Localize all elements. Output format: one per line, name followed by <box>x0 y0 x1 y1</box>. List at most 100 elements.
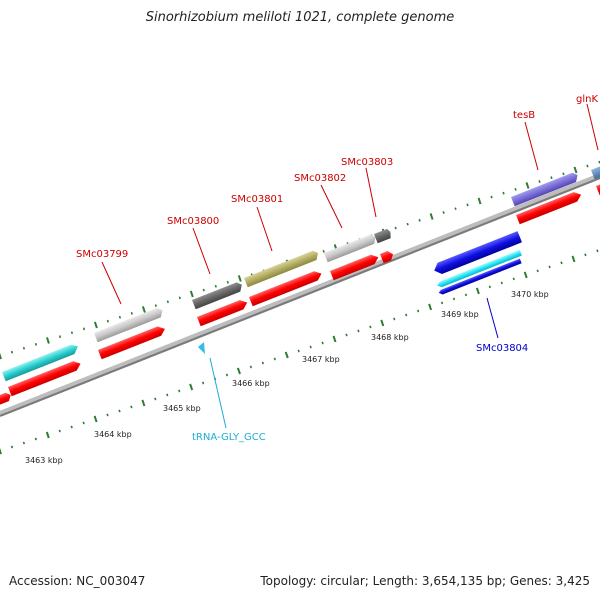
gene-feature-purple[interactable] <box>511 171 580 207</box>
gene-feature-blue-lower[interactable] <box>438 258 522 296</box>
major-tick <box>477 197 482 205</box>
minor-tick <box>596 249 599 253</box>
minor-tick <box>214 284 217 288</box>
major-tick <box>380 319 385 327</box>
minor-tick <box>166 393 169 397</box>
minor-tick <box>225 373 229 377</box>
tick-track-lower <box>0 249 599 455</box>
kbp-tick-label: 3466 kbp <box>232 379 270 388</box>
major-tick <box>46 337 50 344</box>
minor-tick <box>440 301 444 305</box>
minor-tick <box>178 296 181 300</box>
minor-tick <box>393 317 396 321</box>
major-tick <box>429 213 434 220</box>
kbp-tick-label: 3470 kbp <box>511 290 549 299</box>
cds-feature[interactable] <box>249 269 323 307</box>
minor-tick <box>586 164 589 168</box>
major-tick <box>0 352 2 360</box>
minor-tick <box>512 277 515 281</box>
minor-tick <box>22 346 26 350</box>
gene-feature-grey[interactable] <box>94 306 165 343</box>
minor-tick <box>405 313 408 317</box>
kbp-tick-label: 3464 kbp <box>94 430 132 439</box>
minor-tick <box>178 389 181 393</box>
cds-feature[interactable] <box>98 324 167 360</box>
minor-tick <box>584 253 587 257</box>
gene-feature-darkgrey[interactable] <box>374 228 393 244</box>
cds-feature[interactable] <box>596 178 600 196</box>
minor-tick <box>58 429 61 433</box>
minor-tick <box>22 441 26 445</box>
gene-feature-sky[interactable] <box>436 249 522 289</box>
minor-tick <box>154 397 157 401</box>
minor-tick <box>10 350 14 354</box>
major-tick <box>284 351 289 359</box>
minor-tick <box>538 180 541 183</box>
minor-tick <box>82 327 86 331</box>
minor-tick <box>394 226 397 230</box>
minor-tick <box>514 187 517 191</box>
minor-tick <box>70 425 73 429</box>
minor-tick <box>369 325 372 329</box>
gene-feature-blue[interactable] <box>432 231 522 276</box>
gene-feature-cyan[interactable] <box>2 343 80 382</box>
major-tick <box>93 321 98 329</box>
minor-tick <box>406 222 409 226</box>
major-tick <box>237 275 242 282</box>
gene-feature-olive[interactable] <box>244 249 320 288</box>
gene-label: glnK <box>576 94 598 105</box>
trna-feature[interactable] <box>198 342 205 354</box>
minor-tick <box>106 413 109 417</box>
major-tick <box>141 306 146 313</box>
gene-feature-steel[interactable] <box>591 162 600 180</box>
major-tick <box>189 290 194 298</box>
gene-label: SMc03801 <box>231 194 283 205</box>
minor-tick <box>345 333 348 337</box>
minor-tick <box>488 285 491 289</box>
minor-tick <box>490 195 493 199</box>
minor-tick <box>154 304 157 307</box>
map-title: Sinorhizobium meliloti 1021, complete ge… <box>145 10 455 25</box>
minor-tick <box>261 361 264 365</box>
kbp-tick-label: 3463 kbp <box>25 456 63 465</box>
gene-feature-darkgrey[interactable] <box>192 281 244 310</box>
minor-tick <box>58 335 62 339</box>
gene-feature-grey[interactable] <box>324 233 378 263</box>
minor-tick <box>10 445 14 449</box>
minor-tick <box>273 357 276 361</box>
minor-tick <box>70 331 74 335</box>
cds-feature[interactable] <box>380 250 395 264</box>
minor-tick <box>562 172 565 176</box>
major-tick <box>573 166 578 174</box>
minor-tick <box>82 421 85 425</box>
cds-feature[interactable] <box>8 359 82 397</box>
cds-feature[interactable] <box>330 253 380 281</box>
major-tick <box>523 271 528 279</box>
minor-tick <box>118 315 122 319</box>
gene-label: SMc03803 <box>341 157 393 168</box>
minor-tick <box>249 365 253 369</box>
minor-tick <box>442 211 445 214</box>
minor-tick <box>452 297 456 301</box>
gene-label: SMc03799 <box>76 249 128 260</box>
minor-tick <box>466 203 469 207</box>
cds-feature[interactable] <box>0 391 13 406</box>
minor-tick <box>106 319 110 323</box>
major-tick <box>45 431 50 439</box>
genome-backbone <box>0 173 600 417</box>
major-tick <box>332 335 337 343</box>
minor-tick <box>464 293 468 297</box>
major-tick <box>525 182 530 189</box>
cds-feature[interactable] <box>197 298 249 327</box>
minor-tick <box>417 309 420 313</box>
cds-feature[interactable] <box>516 190 583 225</box>
minor-tick <box>321 341 324 345</box>
minor-tick <box>130 311 133 315</box>
label-leaders <box>101 103 599 429</box>
genome-backbone-shade <box>0 177 600 417</box>
minor-tick <box>536 269 539 273</box>
kbp-tick-label: 3469 kbp <box>441 310 479 319</box>
minor-tick <box>322 249 325 253</box>
kbp-tick-label: 3468 kbp <box>371 333 409 342</box>
minor-tick <box>502 191 505 195</box>
